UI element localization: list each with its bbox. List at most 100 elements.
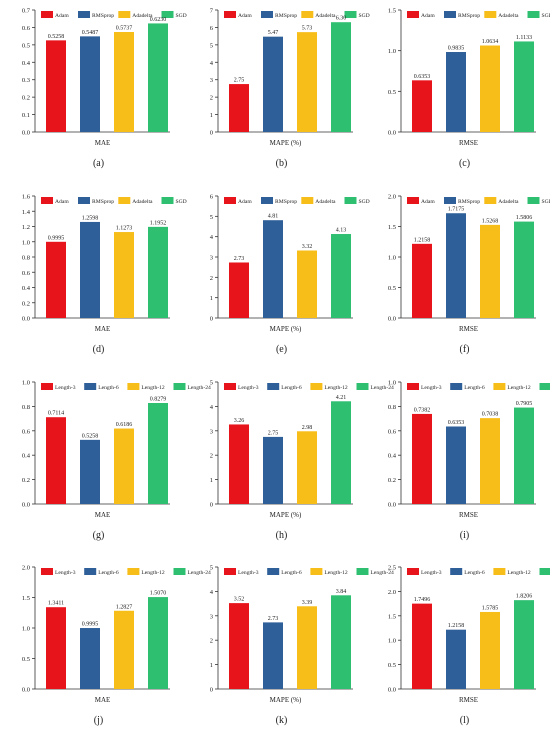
bar <box>46 417 66 504</box>
panel-label: (k) <box>276 715 288 726</box>
bar <box>514 221 534 318</box>
y-tick-label: 5 <box>210 565 213 572</box>
y-tick-label: 1.0 <box>22 380 30 387</box>
legend-swatch <box>224 197 236 204</box>
legend-label: Adam <box>421 199 435 205</box>
bar <box>480 224 500 318</box>
panel-label: (a) <box>93 158 104 169</box>
legend-label: Length-24 <box>188 385 212 391</box>
legend-label: RMSprop <box>275 13 297 19</box>
legend-label: SGD <box>176 199 187 205</box>
legend-label: Length-6 <box>464 570 485 576</box>
legend-label: Adam <box>55 13 69 19</box>
bar <box>46 607 66 689</box>
y-tick-label: 0.0 <box>388 316 396 323</box>
data-label: 2.73 <box>268 616 279 622</box>
legend-swatch <box>444 11 456 18</box>
legend-swatch <box>224 383 236 390</box>
legend-swatch <box>450 568 463 575</box>
y-tick-label: 2 <box>210 453 213 460</box>
y-tick-label: 1.0 <box>388 380 396 387</box>
bar <box>229 603 249 689</box>
data-label: 0.7382 <box>414 407 431 413</box>
legend-label: Length-6 <box>464 385 485 391</box>
bar <box>114 32 134 133</box>
bar <box>412 80 432 132</box>
bar <box>148 597 168 689</box>
bar <box>514 41 534 132</box>
y-tick-label: 1.2 <box>22 224 30 231</box>
x-axis-label: RMSE <box>459 696 478 704</box>
y-tick-label: 0.0 <box>388 687 396 694</box>
panel-label: (h) <box>276 530 288 541</box>
legend-swatch <box>484 197 497 204</box>
bar <box>263 622 283 689</box>
data-label: 6.30 <box>336 16 347 22</box>
bar <box>229 262 249 318</box>
legend-label: SGD <box>359 199 370 205</box>
panel-label: (j) <box>94 715 103 726</box>
legend-swatch <box>310 568 323 575</box>
y-tick-label: 4 <box>210 234 214 241</box>
bar <box>263 436 283 504</box>
chart-panel: 0 1 2 3 4 5 Length-3 Length-6 Length-12 Length-24… <box>210 565 394 727</box>
y-tick-label: 1.5 <box>388 224 396 231</box>
legend-swatch <box>450 383 463 390</box>
legend-label: SGD <box>542 199 550 205</box>
x-axis-label: RMSE <box>459 325 478 333</box>
panel-label: (d) <box>93 344 105 355</box>
legend-label: Length-24 <box>371 385 395 391</box>
y-tick-label: 0.0 <box>22 502 30 509</box>
bar <box>80 628 100 689</box>
bar <box>263 220 283 318</box>
bar <box>331 595 351 689</box>
legend-swatch <box>41 568 53 575</box>
legend-swatch <box>407 197 419 204</box>
y-tick-label: 1.5 <box>388 613 396 620</box>
legend-label: Adadelta <box>132 13 153 19</box>
legend-label: Length-12 <box>324 385 348 391</box>
data-label: 1.5268 <box>482 218 499 224</box>
y-tick-label: 4 <box>210 404 214 411</box>
data-label: 0.5258 <box>82 433 99 439</box>
legend-label: Adam <box>421 13 435 19</box>
legend-label: Adam <box>238 13 252 19</box>
x-axis-label: MAE <box>95 139 111 147</box>
legend-label: Length-3 <box>55 570 76 576</box>
legend-swatch <box>484 11 497 18</box>
legend-swatch <box>493 568 506 575</box>
y-tick-label: 1.0 <box>388 255 396 262</box>
y-tick-label: 1.5 <box>388 8 396 15</box>
legend-swatch <box>161 197 174 204</box>
bar <box>229 84 249 132</box>
panel-label: (e) <box>276 344 287 355</box>
chart-panel: 0.0 0.5 1.0 1.5 2.0 Adam RMSprop Adadelta SGD 1.2… <box>388 194 550 356</box>
y-tick-label: 1 <box>210 295 213 302</box>
bar <box>446 629 466 689</box>
y-tick-label: 0.0 <box>22 316 30 323</box>
y-tick-label: 0.0 <box>22 687 30 694</box>
legend-label: Length-3 <box>421 570 442 576</box>
legend-label: Adadelta <box>315 199 336 205</box>
data-label: 1.2158 <box>448 623 465 629</box>
y-tick-label: 5 <box>210 214 213 221</box>
y-tick-label: 5 <box>210 380 213 387</box>
data-label: 1.5806 <box>516 215 533 221</box>
y-tick-label: 6 <box>210 25 214 32</box>
y-tick-label: 0.4 <box>22 453 31 460</box>
legend-label: Length-12 <box>324 570 348 576</box>
y-tick-label: 1.0 <box>388 638 396 645</box>
legend-swatch <box>301 197 314 204</box>
bar <box>514 600 534 689</box>
y-tick-label: 0.4 <box>22 285 31 292</box>
x-axis-label: MAPE (%) <box>270 511 302 519</box>
legend-swatch <box>118 11 131 18</box>
legend-label: Length-12 <box>141 570 165 576</box>
y-tick-label: 0.3 <box>22 77 30 84</box>
legend-label: Adadelta <box>132 199 153 205</box>
x-axis-label: MAE <box>95 696 111 704</box>
legend-swatch <box>310 383 323 390</box>
legend-swatch <box>527 197 540 204</box>
y-tick-label: 0.0 <box>388 502 396 509</box>
data-label: 3.32 <box>302 244 313 250</box>
